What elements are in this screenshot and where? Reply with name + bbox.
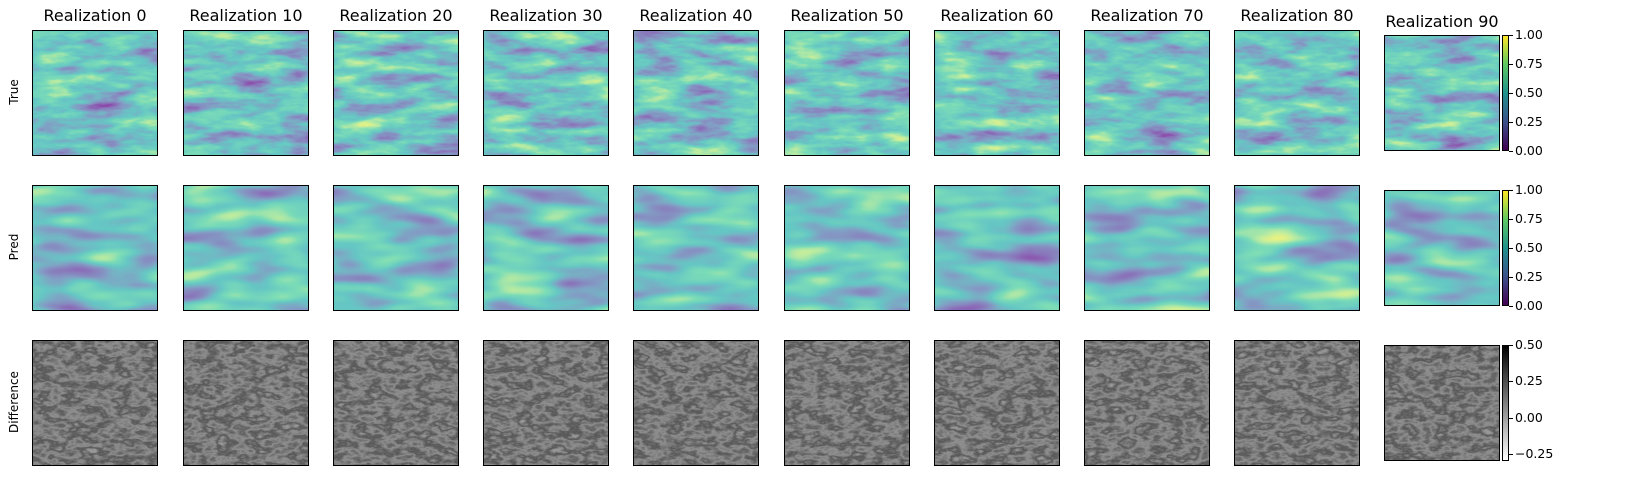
column-title: Realization 70 (1090, 6, 1204, 25)
heatmap-panel (934, 30, 1060, 156)
colorbar-tick (1509, 64, 1513, 65)
colorbar-tick (1509, 277, 1513, 278)
heatmap-panel (934, 340, 1060, 466)
column-title: Realization 10 (189, 6, 303, 25)
row-label: True (7, 79, 21, 105)
colorbar-tick (1509, 306, 1513, 307)
column-title: Realization 0 (43, 6, 147, 25)
colorbar-tick-label: 0.25 (1515, 373, 1543, 389)
heatmap-panel (333, 185, 459, 311)
heatmap-panel (32, 30, 158, 156)
column-title: Realization 50 (790, 6, 904, 25)
colorbar-tick (1509, 345, 1513, 346)
column-title: Realization 80 (1240, 6, 1354, 25)
heatmap-panel (633, 340, 759, 466)
column-title: Realization 90 (1385, 12, 1499, 31)
heatmap-panel (1384, 35, 1500, 151)
heatmap-panel (183, 340, 309, 466)
heatmap-panel (633, 30, 759, 156)
row-label: Pred (7, 233, 21, 261)
heatmap-panel (1084, 340, 1210, 466)
colorbar-tick-label: 0.25 (1515, 269, 1543, 284)
colorbar-tick (1509, 93, 1513, 94)
heatmap-panel (633, 185, 759, 311)
colorbar-tick (1509, 219, 1513, 220)
colorbar-tick-label: 0.75 (1515, 56, 1543, 71)
column-title: Realization 60 (940, 6, 1054, 25)
heatmap-panel (483, 340, 609, 466)
colorbar-tick-label: 0.00 (1515, 143, 1543, 158)
colorbar-tick-label: 0.00 (1515, 298, 1543, 313)
heatmap-panel (1234, 30, 1360, 156)
colorbar-tick (1509, 151, 1513, 152)
heatmap-panel (784, 185, 910, 311)
colorbar-tick-label: 0.50 (1515, 85, 1543, 100)
heatmap-panel (1234, 340, 1360, 466)
heatmap-panel (1384, 345, 1500, 461)
heatmap-panel (934, 185, 1060, 311)
heatmap-panel (32, 340, 158, 466)
colorbar-tick (1509, 35, 1513, 36)
colorbar-tick-label: 1.00 (1515, 182, 1543, 197)
column-title: Realization 40 (639, 6, 753, 25)
heatmap-panel (183, 185, 309, 311)
colorbar-tick (1509, 122, 1513, 123)
column-title: Realization 20 (339, 6, 453, 25)
column-title: Realization 30 (489, 6, 603, 25)
colorbar-tick-label: 0.50 (1515, 240, 1543, 255)
colorbar-tick (1509, 381, 1513, 383)
heatmap-panel (183, 30, 309, 156)
colorbar-tick-label: 0.50 (1515, 337, 1543, 352)
colorbar-tick-label: 0.75 (1515, 211, 1543, 226)
row-label: Difference (7, 371, 21, 433)
colorbar (1502, 345, 1509, 461)
heatmap-panel (1084, 30, 1210, 156)
colorbar-tick (1509, 453, 1513, 455)
colorbar-tick-label: −0.25 (1515, 445, 1554, 461)
colorbar-tick (1509, 417, 1513, 419)
heatmap-panel (1234, 185, 1360, 311)
colorbar-tick-label: 1.00 (1515, 27, 1543, 42)
heatmap-panel (32, 185, 158, 311)
colorbar (1502, 190, 1509, 306)
heatmap-panel (1084, 185, 1210, 311)
heatmap-panel (784, 340, 910, 466)
heatmap-panel (333, 340, 459, 466)
heatmap-panel (333, 30, 459, 156)
colorbar-tick-label: 0.25 (1515, 114, 1543, 129)
heatmap-panel (784, 30, 910, 156)
colorbar (1502, 35, 1509, 151)
colorbar-tick (1509, 248, 1513, 249)
heatmap-panel (483, 185, 609, 311)
colorbar-tick-label: 0.00 (1515, 409, 1543, 425)
heatmap-panel (1384, 190, 1500, 306)
colorbar-tick (1509, 190, 1513, 191)
heatmap-panel (483, 30, 609, 156)
